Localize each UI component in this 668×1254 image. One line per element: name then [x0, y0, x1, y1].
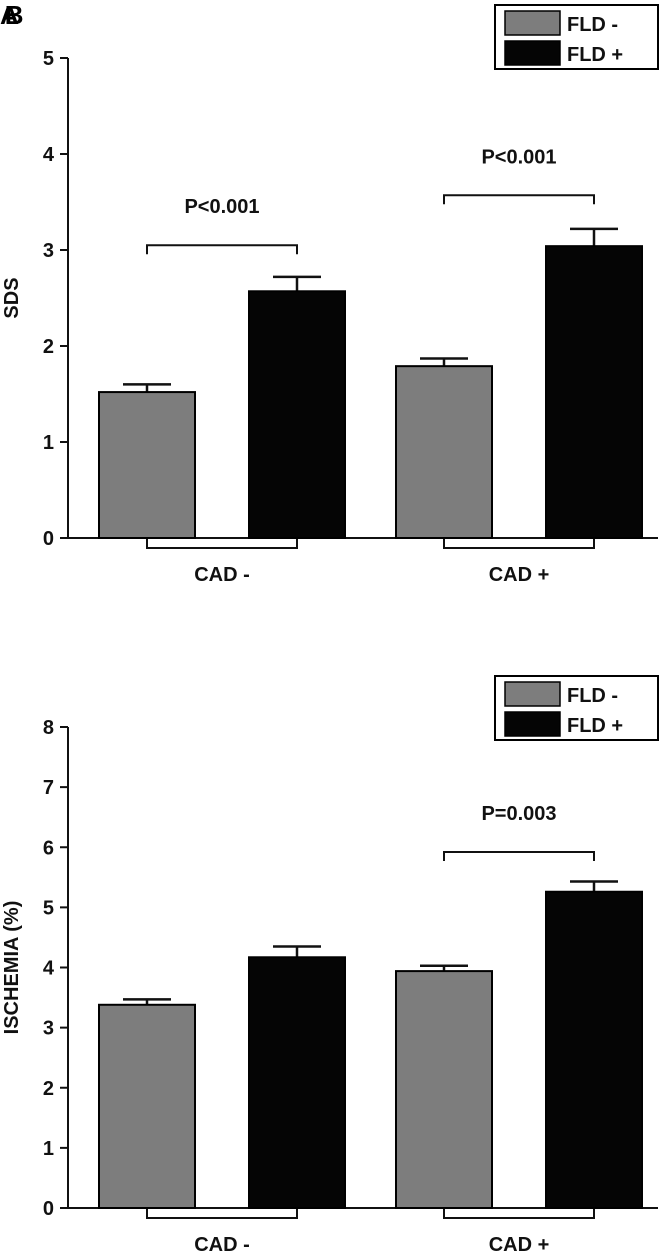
- y-tick-label: 1: [43, 432, 54, 454]
- category-bracket: [147, 538, 297, 548]
- y-tick-label: 5: [43, 897, 54, 919]
- legend-label: FLD -: [567, 14, 618, 36]
- legend-label: FLD -: [567, 685, 618, 707]
- bar: [546, 246, 642, 538]
- p-value-annotation: P<0.001: [184, 196, 259, 218]
- y-tick-label: 0: [43, 528, 54, 550]
- legend-label: FLD +: [567, 715, 623, 737]
- category-label: CAD -: [194, 564, 250, 586]
- y-axis-label: SDS: [1, 277, 23, 318]
- p-value-annotation: P=0.003: [481, 803, 556, 825]
- y-tick-label: 2: [43, 336, 54, 358]
- y-tick-label: 3: [43, 240, 54, 262]
- category-bracket: [444, 1208, 594, 1218]
- y-tick-label: 7: [43, 777, 54, 799]
- significance-bracket: [444, 195, 594, 204]
- category-bracket: [444, 538, 594, 548]
- bar: [249, 291, 345, 538]
- y-tick-label: 3: [43, 1018, 54, 1040]
- legend-swatch: [505, 41, 560, 65]
- y-tick-label: 2: [43, 1078, 54, 1100]
- p-value-annotation: P<0.001: [481, 146, 556, 168]
- chart-ischemia: 0 1 2 3 4 5 6 7 8 ISCHEMIA (%) CAD - CAD + P=0.003 FL…: [1, 676, 658, 1254]
- y-axis-label: ISCHEMIA (%): [1, 901, 23, 1035]
- category-label: CAD +: [489, 1234, 550, 1254]
- legend: FLD - FLD +: [495, 5, 658, 69]
- y-tick-label: 4: [43, 144, 55, 166]
- bar: [546, 892, 642, 1208]
- category-bracket: [147, 1208, 297, 1218]
- figure: 012345SDSCAD - CAD +P<0.001P<0.001FLD -FL…: [0, 0, 668, 1254]
- y-tick-label: 8: [43, 717, 54, 739]
- significance-bracket: [444, 852, 594, 861]
- legend-label: FLD +: [567, 44, 623, 66]
- legend: FLD - FLD +: [495, 676, 658, 740]
- bar: [396, 366, 492, 538]
- y-tick-label: 4: [43, 958, 55, 980]
- category-label: CAD +: [489, 564, 550, 586]
- significance-bracket: [147, 245, 297, 254]
- legend-swatch: [505, 11, 560, 35]
- y-tick-label: 0: [43, 1198, 54, 1220]
- bar: [99, 392, 195, 538]
- y-tick-label: 1: [43, 1138, 54, 1160]
- y-tick-label: 5: [43, 48, 54, 70]
- legend-swatch: [505, 712, 560, 736]
- bar: [396, 971, 492, 1208]
- category-label: CAD -: [194, 1234, 250, 1254]
- legend-swatch: [505, 682, 560, 706]
- bar: [99, 1005, 195, 1208]
- bar: [249, 957, 345, 1208]
- y-tick-label: 6: [43, 837, 54, 859]
